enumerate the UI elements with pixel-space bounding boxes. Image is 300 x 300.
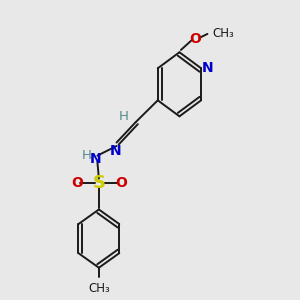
Text: H: H (81, 149, 91, 162)
Text: CH₃: CH₃ (88, 282, 110, 295)
Text: S: S (92, 174, 105, 192)
Text: N: N (109, 144, 121, 158)
Text: O: O (115, 176, 127, 190)
Text: H: H (118, 110, 128, 123)
Text: N: N (90, 152, 102, 166)
Text: O: O (71, 176, 83, 190)
Text: N: N (202, 61, 214, 75)
Text: O: O (190, 32, 202, 46)
Text: CH₃: CH₃ (213, 27, 235, 40)
